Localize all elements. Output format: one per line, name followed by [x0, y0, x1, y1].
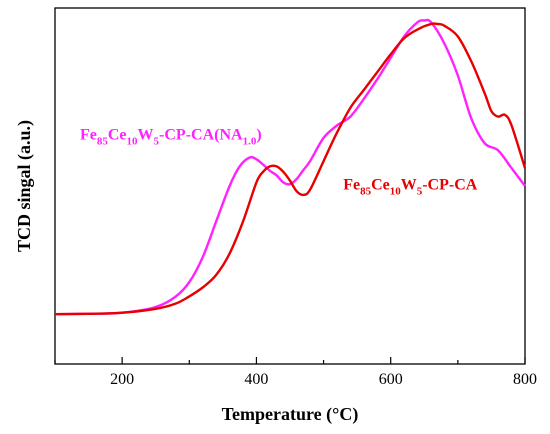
series-label-part: Fe — [80, 127, 97, 144]
series-line-0 — [54, 18, 526, 316]
x-tick-label: 200 — [110, 371, 134, 388]
series-label-part: W — [401, 177, 417, 194]
series-labels: Fe85Ce10W5-CP-CA(NA1.0)Fe85Ce10W5-CP-CA — [80, 127, 478, 198]
series-label-part: Ce — [108, 127, 127, 144]
series-label-part: 5 — [417, 186, 423, 198]
series-label-part: Fe — [343, 177, 360, 194]
series-line-1 — [54, 22, 527, 316]
series-label-part: -CP-CA — [422, 177, 478, 194]
x-tick-label: 400 — [244, 371, 268, 388]
y-axis-title: TCD singal (a.u.) — [14, 120, 35, 252]
series-label-part: Ce — [371, 177, 390, 194]
series-label-part: 1.0 — [243, 136, 257, 148]
series-label-part: ) — [256, 127, 261, 144]
series-label-part: 5 — [154, 136, 160, 148]
series-group — [54, 18, 527, 316]
series-label-0: Fe85Ce10W5-CP-CA(NA1.0) — [80, 127, 262, 148]
x-tick-label: 800 — [513, 371, 537, 388]
series-label-part: W — [138, 127, 154, 144]
series-label-part: 10 — [127, 136, 139, 148]
series-label-part: 10 — [390, 186, 402, 198]
series-label-part: -CP-CA(NA — [159, 127, 243, 144]
x-axis-title: Temperature (°C) — [222, 404, 359, 425]
x-tick-label: 600 — [379, 371, 403, 388]
x-axis-ticks: 200 400 600 800 — [54, 357, 537, 388]
series-label-part: 85 — [97, 136, 109, 148]
series-label-1: Fe85Ce10W5-CP-CA — [343, 177, 478, 198]
series-label-part: 85 — [360, 186, 372, 198]
